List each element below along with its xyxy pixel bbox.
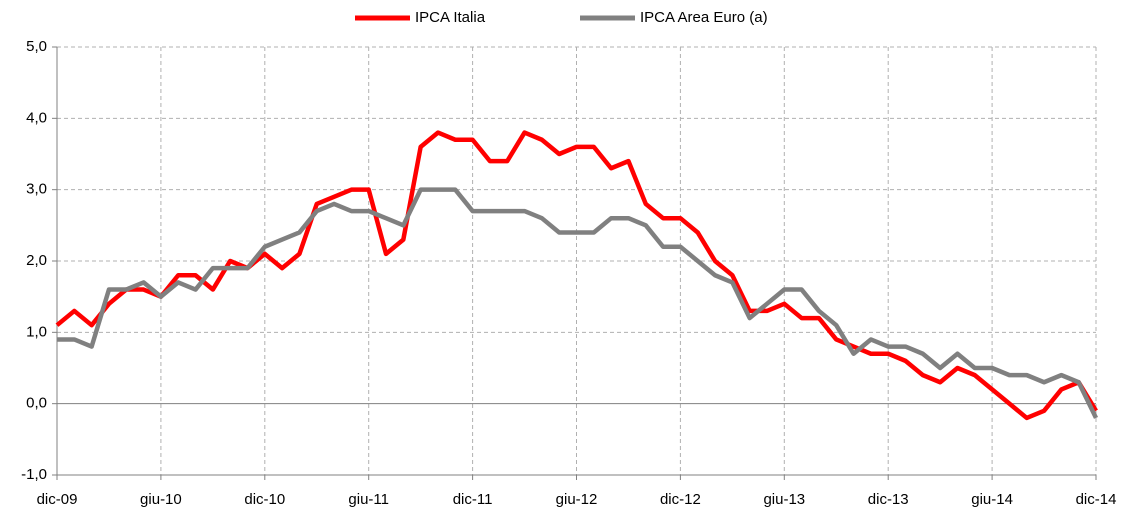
y-tick-label: 1,0 — [26, 323, 47, 340]
x-tick-label: giu-11 — [348, 491, 389, 508]
x-tick-label: dic-10 — [244, 491, 285, 508]
data-line — [57, 187, 1099, 419]
x-tick-label: giu-10 — [140, 491, 182, 508]
x-tick-label: giu-13 — [763, 491, 805, 508]
y-tick-label: 4,0 — [26, 109, 47, 126]
y-tick-label: 0,0 — [26, 395, 47, 412]
x-tick-label: dic-09 — [37, 491, 78, 508]
x-tick-label: dic-13 — [868, 491, 909, 508]
x-tick-label: dic-12 — [660, 491, 701, 508]
x-tick-label: dic-11 — [453, 491, 493, 508]
y-tick-label: 2,0 — [26, 252, 47, 269]
x-tick-label: dic-14 — [1076, 491, 1117, 508]
x-tick-label: giu-14 — [971, 491, 1013, 508]
y-tick-label: -1,0 — [21, 466, 47, 483]
y-tick-label: 5,0 — [26, 38, 47, 55]
legend-label: IPCA Area Euro (a) — [640, 9, 768, 26]
data-line — [55, 130, 1098, 421]
x-tick-label: giu-12 — [556, 491, 598, 508]
y-tick-label: 3,0 — [26, 181, 47, 198]
legend-label: IPCA Italia — [415, 9, 486, 26]
